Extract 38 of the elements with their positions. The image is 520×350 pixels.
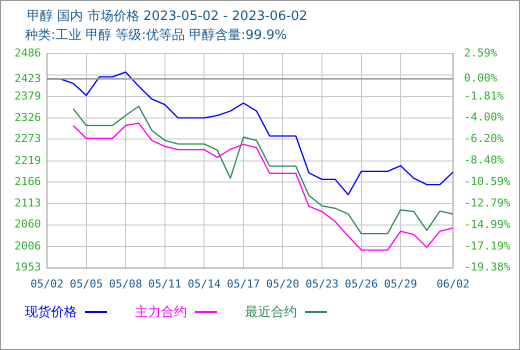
x-tick-label: 05/08 xyxy=(109,277,142,290)
x-tick-label: 05/11 xyxy=(148,277,182,290)
chart-subtitle: 种类:工业 甲醇 等级:优等品 甲醇含量:99.9% xyxy=(25,27,287,44)
x-tick-label: 05/23 xyxy=(305,277,339,290)
y-tick-label: 2113 xyxy=(14,196,41,210)
legend-label: 最近合约 xyxy=(245,305,297,320)
y-tick-label: 2423 xyxy=(14,72,41,85)
y-tick-label: 1953 xyxy=(14,260,41,274)
y-tick-label: 2166 xyxy=(14,175,41,188)
x-tick-label: 05/05 xyxy=(70,277,103,290)
x-tick-label: 05/20 xyxy=(266,277,300,290)
y-tick-label: 2486 xyxy=(14,46,41,60)
x-tick-label: 05/29 xyxy=(384,277,418,290)
x-tick-label: 05/26 xyxy=(344,277,378,290)
y2-tick-label: -6.20% xyxy=(464,132,504,146)
y2-tick-label: -8.40% xyxy=(464,154,504,167)
y2-tick-label: -10.59% xyxy=(464,174,511,188)
legend-label: 主力合约 xyxy=(135,305,187,320)
y2-tick-label: 2.59% xyxy=(464,46,498,60)
y2-tick-label: -12.79% xyxy=(464,196,511,210)
y2-tick-label: 0.00% xyxy=(464,72,498,85)
y-tick-label: 2273 xyxy=(14,132,41,146)
x-tick-label: 05/14 xyxy=(188,277,222,290)
legend-label: 现货价格 xyxy=(25,305,77,320)
y-tick-label: 2060 xyxy=(14,218,41,231)
x-tick-label: 06/02 xyxy=(436,277,470,290)
y-tick-label: 2006 xyxy=(14,239,41,252)
y2-tick-label: -17.19% xyxy=(464,239,511,252)
y-tick-label: 2219 xyxy=(14,154,41,167)
x-tick-label: 05/17 xyxy=(226,277,260,290)
y2-tick-label: -4.00% xyxy=(464,110,504,124)
chart-title: 甲醇 国内 市场价格 2023-05-02 - 2023-06-02 xyxy=(27,8,308,25)
y-tick-label: 2326 xyxy=(14,110,41,124)
x-tick-label: 05/02 xyxy=(30,277,64,290)
y-tick-label: 2379 xyxy=(14,89,41,102)
y2-tick-label: -19.38% xyxy=(464,260,511,274)
y2-tick-label: -14.99% xyxy=(464,218,511,231)
y2-tick-label: -1.81% xyxy=(464,89,504,102)
